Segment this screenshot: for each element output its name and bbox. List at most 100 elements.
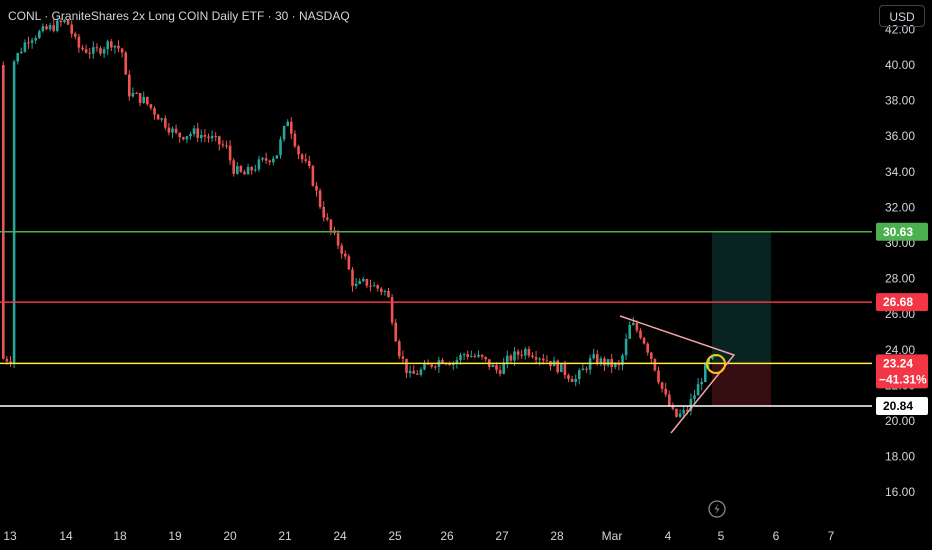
- stop-zone[interactable]: [712, 363, 771, 407]
- candle: [192, 128, 196, 134]
- candle: [646, 343, 649, 353]
- candle: [531, 355, 534, 358]
- lightning-icon[interactable]: [708, 500, 726, 518]
- candle: [693, 395, 696, 400]
- candle: [77, 36, 81, 48]
- candle: [66, 19, 70, 25]
- candle: [84, 49, 88, 53]
- candle: [9, 361, 12, 364]
- candle: [326, 217, 329, 220]
- candle: [153, 108, 156, 115]
- candle: [704, 363, 707, 382]
- candle: [711, 355, 714, 359]
- triangle-pattern[interactable]: [619, 315, 736, 434]
- candle: [520, 354, 523, 356]
- candle: [592, 354, 595, 359]
- candle: [408, 370, 412, 373]
- candle: [653, 358, 657, 371]
- candle: [419, 369, 423, 375]
- x-tick-label: 6: [773, 529, 780, 543]
- candle: [498, 370, 502, 374]
- candle: [509, 355, 513, 361]
- candle: [416, 373, 419, 375]
- candle: [27, 42, 30, 44]
- candle: [563, 364, 567, 376]
- x-tick-label: 28: [550, 529, 564, 543]
- candle: [340, 245, 343, 254]
- entry-label: 23.24: [883, 356, 913, 370]
- candle: [30, 40, 34, 43]
- candle: [102, 49, 106, 54]
- x-tick-label: 7: [828, 529, 835, 543]
- highlight-circle[interactable]: [706, 354, 726, 374]
- candle: [401, 356, 405, 359]
- candle: [603, 358, 606, 366]
- candle: [376, 285, 379, 289]
- candle: [599, 358, 603, 364]
- candle: [570, 378, 574, 382]
- candle: [678, 413, 682, 417]
- candle: [214, 136, 217, 138]
- candle: [347, 256, 351, 270]
- candle: [88, 52, 91, 54]
- candle: [250, 167, 253, 171]
- candle: [239, 166, 243, 172]
- candle: [614, 363, 617, 368]
- candle: [243, 171, 246, 175]
- candle: [430, 364, 433, 367]
- candle: [477, 354, 480, 357]
- candle: [232, 160, 235, 174]
- candle: [48, 25, 52, 30]
- candle: [664, 388, 667, 395]
- candle: [491, 364, 495, 367]
- y-tick-label: 20.00: [885, 414, 915, 428]
- candle: [200, 135, 203, 138]
- candle: [336, 233, 340, 246]
- candle: [524, 348, 527, 356]
- target-label: 30.63: [883, 225, 913, 239]
- candle: [34, 38, 37, 41]
- candle: [628, 324, 631, 339]
- candle: [668, 394, 671, 406]
- currency-button[interactable]: USD: [879, 5, 925, 27]
- candle: [581, 368, 585, 371]
- resistance-tag[interactable]: [876, 293, 928, 312]
- candle: [23, 42, 27, 52]
- entry-change: −41.31%: [879, 372, 927, 386]
- candle: [264, 158, 268, 161]
- candle: [120, 48, 124, 53]
- candle: [203, 135, 207, 137]
- candle: [41, 26, 45, 32]
- target-tag[interactable]: [876, 222, 928, 241]
- support-tag[interactable]: [876, 397, 928, 416]
- candle: [106, 41, 109, 50]
- candle: [228, 145, 232, 161]
- candle: [74, 33, 77, 37]
- candle: [16, 53, 19, 62]
- candle: [682, 410, 685, 414]
- candle: [322, 206, 325, 218]
- candle: [189, 133, 192, 137]
- price-axis[interactable]: [872, 0, 932, 550]
- profit-zone[interactable]: [712, 231, 771, 364]
- candle: [300, 154, 304, 160]
- candle: [2, 65, 5, 359]
- candle: [146, 96, 149, 105]
- candle: [304, 159, 307, 161]
- candle: [149, 104, 153, 109]
- candle: [52, 25, 55, 31]
- candle: [167, 127, 171, 133]
- candle: [671, 405, 675, 409]
- candle: [596, 354, 599, 364]
- x-tick-label: 19: [168, 529, 182, 543]
- entry-tag[interactable]: [876, 354, 928, 389]
- candle: [398, 341, 401, 357]
- candle: [261, 158, 264, 160]
- candle: [696, 384, 700, 396]
- candle: [268, 160, 271, 163]
- candle: [70, 24, 73, 34]
- y-tick-label: 40.00: [885, 58, 915, 72]
- resistance-label: 26.68: [883, 295, 913, 309]
